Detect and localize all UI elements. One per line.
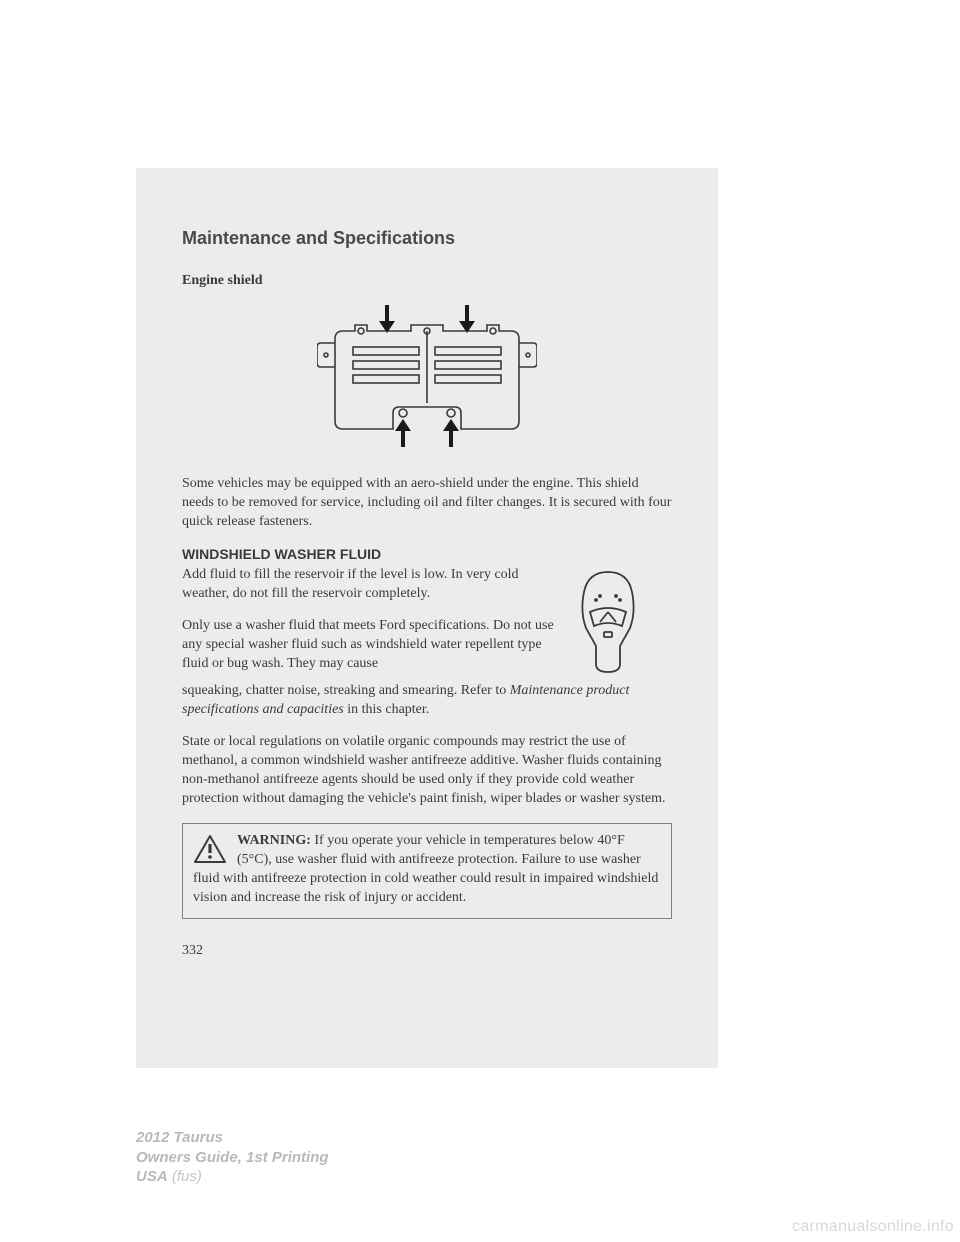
footer-line1: 2012 Taurus: [136, 1128, 329, 1148]
footer-line3a: USA: [136, 1168, 168, 1185]
chapter-title: Maintenance and Specifications: [182, 228, 672, 249]
washer-fluid-heading: WINDSHIELD WASHER FLUID: [182, 546, 672, 562]
page-number: 332: [182, 943, 672, 959]
warning-label: WARNING:: [237, 833, 311, 848]
washer-p2b-prefix: squeaking, chatter noise, streaking and …: [182, 683, 510, 698]
footer-line3: USA (fus): [136, 1167, 329, 1187]
footer: 2012 Taurus Owners Guide, 1st Printing U…: [136, 1128, 329, 1187]
engine-shield-heading: Engine shield: [182, 273, 672, 289]
content-area: Maintenance and Specifications Engine sh…: [136, 168, 718, 959]
engine-shield-diagram: [317, 303, 537, 453]
washer-p3: State or local regulations on volatile o…: [182, 733, 672, 809]
warning-triangle-icon: [193, 834, 227, 864]
footer-line3b: (fus): [168, 1168, 202, 1185]
footer-line2: Owners Guide, 1st Printing: [136, 1148, 329, 1168]
warning-text-block: WARNING: If you operate your vehicle in …: [193, 832, 661, 908]
warning-box: WARNING: If you operate your vehicle in …: [182, 823, 672, 919]
washer-p2b: squeaking, chatter noise, streaking and …: [182, 682, 672, 720]
watermark: carmanualsonline.info: [792, 1218, 954, 1236]
washer-fluid-block: Add fluid to fill the reservoir if the l…: [182, 566, 672, 682]
washer-p2b-suffix: in this chapter.: [344, 702, 430, 717]
engine-shield-paragraph: Some vehicles may be equipped with an ae…: [182, 475, 672, 532]
washer-cap-icon: [572, 568, 644, 676]
page-frame: Maintenance and Specifications Engine sh…: [136, 168, 718, 1068]
